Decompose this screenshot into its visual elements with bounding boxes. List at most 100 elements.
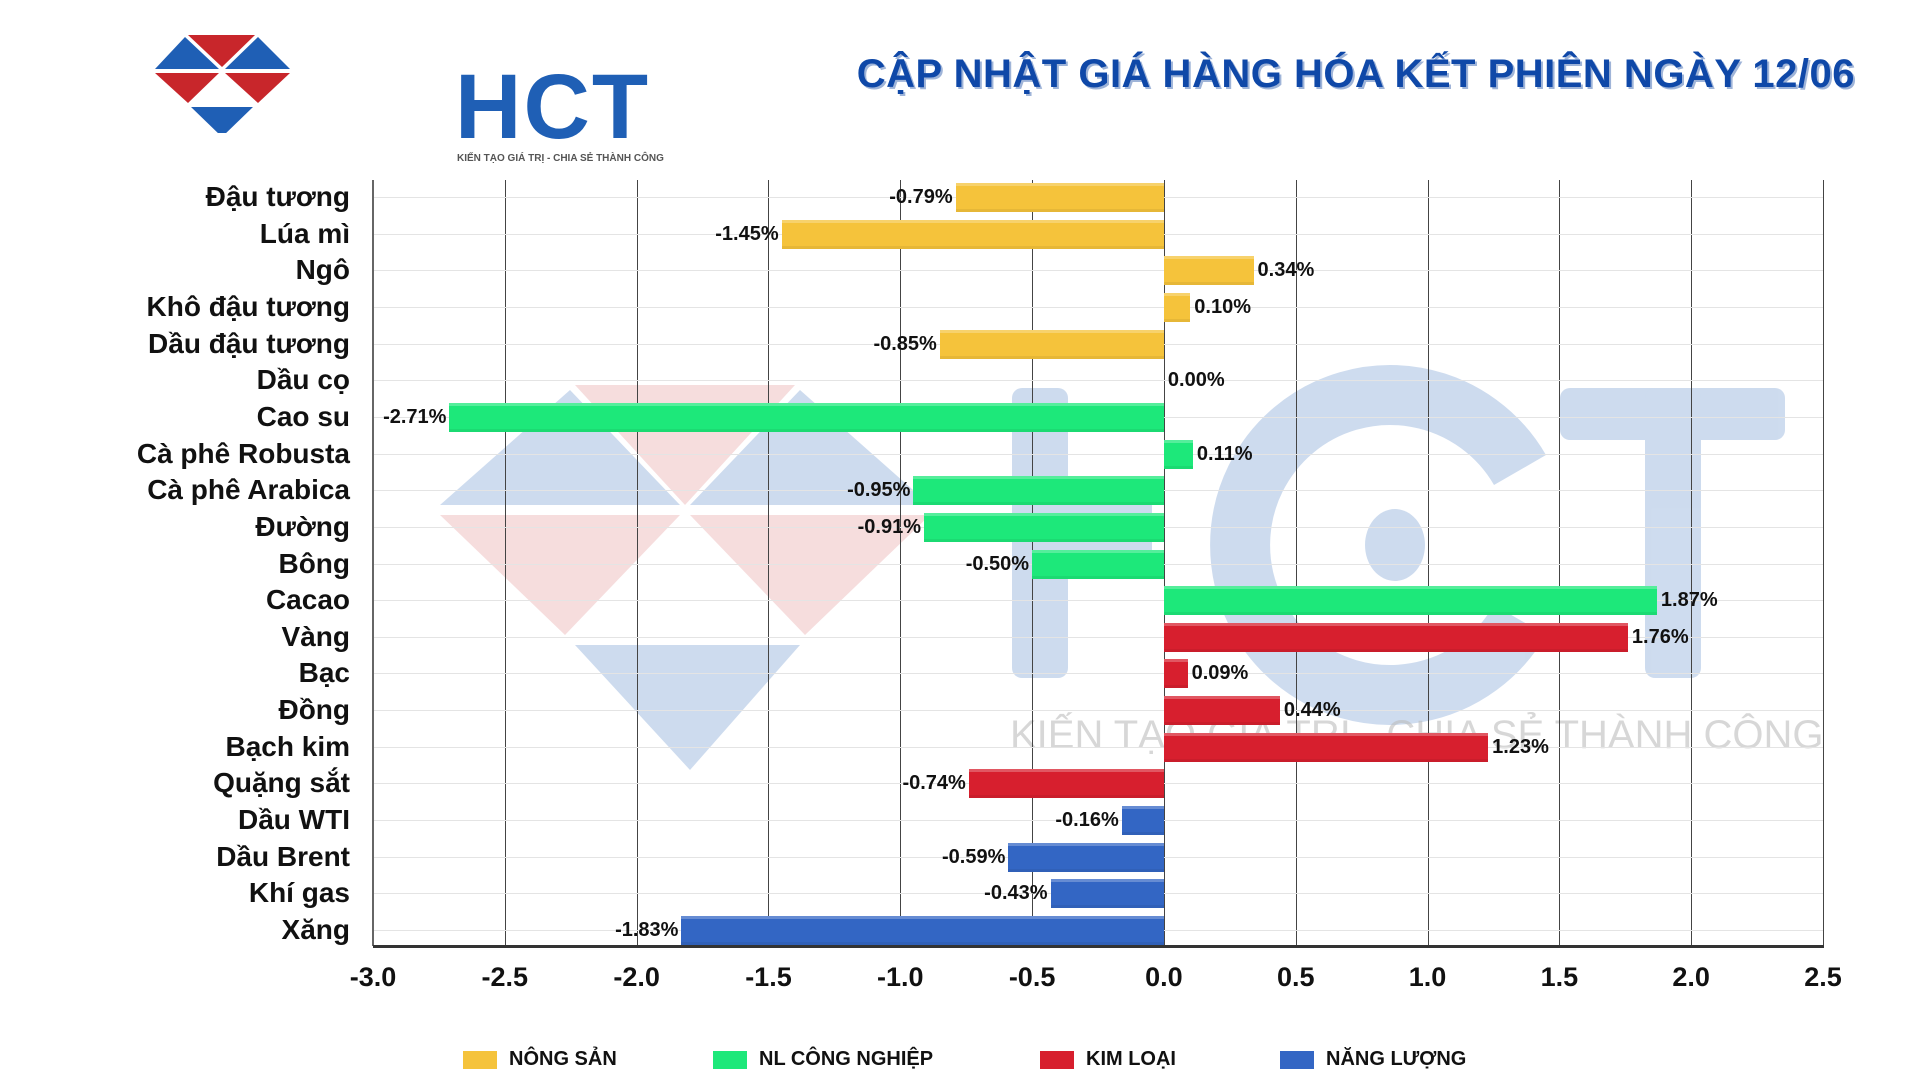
vertical-gridline <box>1163 180 1165 946</box>
bar <box>1163 732 1489 762</box>
horizontal-gridline <box>373 673 1823 675</box>
x-tick-label: 1.5 <box>1540 962 1579 992</box>
bar-value-label: -0.91% <box>857 515 921 538</box>
x-axis-line <box>373 945 1824 948</box>
vertical-gridline <box>900 180 902 946</box>
bar <box>1050 879 1164 909</box>
x-tick-label: -1.0 <box>877 962 924 992</box>
category-label: Quặng sắt <box>213 767 350 799</box>
category-label: Bạch kim <box>225 730 351 762</box>
bar-value-label: 0.44% <box>1283 699 1341 722</box>
category-label: Dầu cọ <box>256 364 350 396</box>
bar-value-label: -0.43% <box>984 882 1048 905</box>
logo-tagline: KIẾN TẠO GIÁ TRỊ - CHIA SẺ THÀNH CÔNG <box>457 153 664 164</box>
x-tick-label: -2.5 <box>481 962 529 992</box>
horizontal-gridline <box>373 380 1823 382</box>
vertical-gridline <box>504 180 506 946</box>
x-tick-label: 2.5 <box>1804 962 1842 992</box>
bar-value-label: -0.50% <box>965 552 1030 575</box>
vertical-gridline <box>1559 180 1561 946</box>
horizontal-gridline <box>373 746 1823 748</box>
x-tick-label: -0.5 <box>1008 962 1056 992</box>
x-tick-label: 0.0 <box>1145 962 1183 992</box>
bar <box>924 512 1164 542</box>
vertical-gridline <box>1295 180 1297 946</box>
vertical-gridline <box>768 180 770 946</box>
bar <box>1163 586 1657 616</box>
legend-swatch-nang-luong <box>1280 1050 1314 1069</box>
bar-value-label: -0.95% <box>847 479 911 502</box>
category-label: Khô đậu tương <box>146 290 350 322</box>
bar-value-label: -1.83% <box>615 919 679 941</box>
bar <box>1163 622 1628 652</box>
horizontal-gridline <box>373 270 1823 272</box>
legend-label: NÔNG SẢN <box>509 1048 617 1070</box>
bar-value-label: 0.11% <box>1196 442 1253 465</box>
vertical-gridline <box>636 180 638 946</box>
bar <box>1008 842 1164 872</box>
bar <box>1163 696 1280 726</box>
bar <box>1163 659 1188 689</box>
legend-item-nl-cong-nghiep: NL CÔNG NGHIỆP <box>713 1048 933 1071</box>
category-label: Xăng <box>281 914 350 945</box>
category-label: Đậu tương <box>205 181 350 212</box>
horizontal-gridline <box>373 820 1823 822</box>
category-label: Bạc <box>298 657 350 689</box>
bar-value-label: 1.76% <box>1631 625 1689 648</box>
bar-value-label: -0.59% <box>942 845 1006 868</box>
bar <box>1032 549 1164 579</box>
hct-logo: HCT KIẾN TẠO GIÁ TRỊ - CHIA SẺ THÀNH CÔN… <box>155 33 664 164</box>
bar-value-label: -0.16% <box>1055 809 1119 832</box>
bar <box>1163 439 1193 469</box>
category-label: Cao su <box>256 400 350 432</box>
category-label: Bông <box>278 547 350 579</box>
bar-value-label: -0.74% <box>902 772 966 795</box>
x-tick-label: 1.0 <box>1408 962 1447 992</box>
category-label: Dầu WTI <box>238 804 350 836</box>
category-label: Dầu Brent <box>216 840 350 872</box>
category-label: Đường <box>255 510 350 542</box>
category-label: Cà phê Robusta <box>136 437 350 469</box>
bar-value-label: -2.71% <box>383 405 447 428</box>
horizontal-gridline <box>373 306 1823 308</box>
bar-value-label: 0.10% <box>1194 295 1251 318</box>
x-tick-label: -3.0 <box>349 962 397 992</box>
legend-swatch-nong-san <box>463 1050 497 1069</box>
legend-swatch-kim-loai <box>1040 1050 1074 1069</box>
category-label: Vàng <box>281 620 350 652</box>
bar-value-label: -0.85% <box>873 332 937 355</box>
category-label: Dầu đậu tương <box>148 327 350 359</box>
bar <box>681 916 1164 945</box>
bar-value-label: 0.09% <box>1191 662 1249 685</box>
x-tick-label: 0.5 <box>1276 962 1315 992</box>
bar <box>1163 292 1191 322</box>
legend-swatch-nl-cong-nghiep <box>713 1050 747 1069</box>
bar-value-label: 0.34% <box>1257 259 1315 282</box>
legend-item-nong-san: NÔNG SẢN <box>463 1048 617 1071</box>
category-label: Khí gas <box>248 877 350 909</box>
x-tick-label: 2.0 <box>1672 962 1710 992</box>
legend-label: KIM LOẠI <box>1086 1048 1176 1070</box>
horizontal-gridline <box>373 600 1823 602</box>
category-label: Cacao <box>265 584 350 616</box>
vertical-gridline <box>1427 180 1429 946</box>
legend: NÔNG SẢN NL CÔNG NGHIỆP KIM LOẠI NĂNG LƯ… <box>0 1048 1920 1072</box>
bar-value-label: -0.79% <box>889 186 953 208</box>
bar <box>1121 806 1164 836</box>
x-tick-label: -2.0 <box>613 962 660 992</box>
bar <box>449 402 1164 432</box>
logo-text: HCT <box>455 56 651 158</box>
bar-value-label: 1.23% <box>1492 735 1549 758</box>
horizontal-gridline <box>373 636 1823 638</box>
vertical-gridline <box>1823 180 1824 946</box>
horizontal-gridline <box>373 453 1823 455</box>
legend-item-nang-luong: NĂNG LƯỢNG <box>1280 1048 1466 1071</box>
bar-value-label: -1.45% <box>715 222 779 245</box>
horizontal-gridline <box>373 710 1823 712</box>
bar <box>913 476 1164 506</box>
bar-value-label: 0.00% <box>1167 369 1225 392</box>
category-label: Ngô <box>295 254 350 286</box>
legend-label: NĂNG LƯỢNG <box>1326 1048 1467 1070</box>
page-title: CẬP NHẬT GIÁ HÀNG HÓA KẾT PHIÊN NGÀY 12/… <box>856 52 1855 96</box>
category-label: Đồng <box>278 694 350 726</box>
